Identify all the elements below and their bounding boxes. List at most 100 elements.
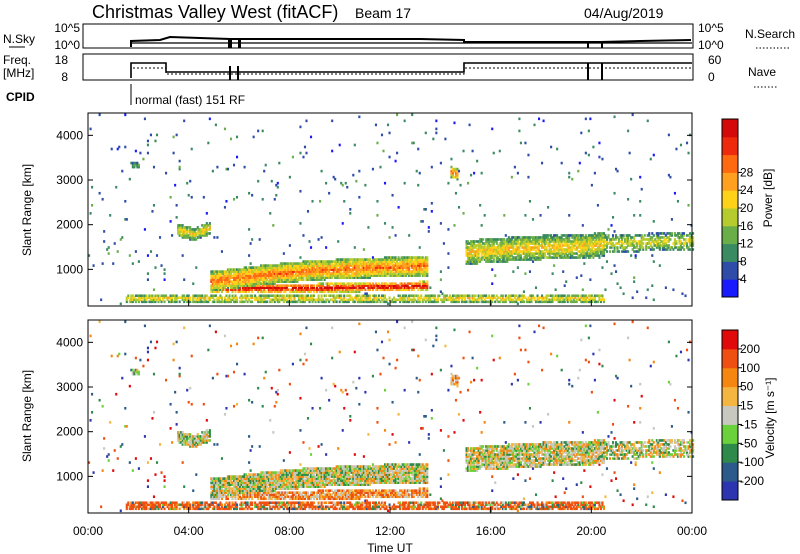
power-cell bbox=[480, 240, 483, 243]
power-cell bbox=[329, 268, 332, 271]
power-cell bbox=[679, 236, 683, 239]
velocity-cell bbox=[149, 457, 153, 460]
power-cell bbox=[302, 268, 305, 271]
velocity-cell bbox=[193, 437, 196, 440]
power-cell bbox=[486, 252, 489, 255]
power-cell bbox=[450, 173, 453, 177]
power-cell bbox=[383, 268, 387, 271]
power-cell bbox=[577, 294, 580, 298]
power-cell bbox=[468, 252, 471, 255]
power-cell bbox=[219, 272, 222, 275]
power-cell bbox=[593, 296, 596, 300]
power-cell bbox=[560, 250, 563, 253]
power-cell bbox=[251, 282, 254, 286]
power-cell bbox=[559, 252, 562, 255]
velocity-cell bbox=[116, 457, 119, 460]
power-cell bbox=[498, 260, 501, 263]
power-cell bbox=[282, 296, 285, 300]
power-cell bbox=[220, 282, 223, 286]
power-cell bbox=[498, 250, 501, 253]
power-cell bbox=[297, 296, 300, 300]
power-cell bbox=[293, 294, 296, 298]
power-cell bbox=[661, 242, 664, 245]
power-cell bbox=[276, 290, 279, 294]
power-cell bbox=[249, 300, 252, 304]
power-cell bbox=[424, 266, 427, 269]
power-cell bbox=[426, 286, 429, 290]
nsky-gap-1 bbox=[228, 40, 232, 48]
velocity-cell bbox=[207, 507, 210, 511]
power-cell bbox=[379, 270, 382, 273]
power-cell bbox=[553, 246, 556, 249]
power-cell bbox=[225, 167, 228, 171]
power-cell bbox=[225, 290, 228, 294]
power-cell bbox=[491, 260, 494, 263]
velocity-cell bbox=[195, 505, 198, 509]
power-cell bbox=[593, 234, 596, 237]
velocity-cell bbox=[128, 384, 131, 388]
power-cell bbox=[519, 242, 522, 245]
power-cell bbox=[210, 294, 213, 298]
velocity-cell bbox=[198, 501, 201, 505]
power-cell bbox=[625, 238, 628, 241]
nsky-tick-high: 10^5 bbox=[54, 21, 80, 35]
power-cell bbox=[344, 262, 347, 265]
power-cell bbox=[279, 264, 282, 267]
power-cell bbox=[559, 254, 562, 257]
power-cell bbox=[598, 246, 601, 249]
power-cell bbox=[355, 298, 358, 302]
power-cell bbox=[394, 270, 397, 273]
power-cell bbox=[263, 288, 266, 292]
power-cell bbox=[216, 282, 219, 286]
power-cell bbox=[530, 300, 533, 304]
power-cell bbox=[554, 242, 557, 245]
power-cell bbox=[232, 282, 236, 286]
power-cell bbox=[340, 268, 343, 271]
power-cell bbox=[504, 298, 507, 302]
power-cell bbox=[311, 199, 314, 203]
power-cell bbox=[356, 260, 359, 263]
power-cell bbox=[325, 282, 328, 286]
power-cell bbox=[380, 274, 384, 277]
power-cell bbox=[282, 268, 285, 271]
power-cell bbox=[524, 272, 527, 275]
power-cell bbox=[255, 272, 258, 275]
power-cell bbox=[565, 238, 568, 241]
power-cell bbox=[601, 248, 604, 251]
power-cell bbox=[421, 268, 424, 271]
power-cell bbox=[374, 266, 378, 269]
power-cell bbox=[596, 238, 599, 241]
power-cell bbox=[507, 250, 510, 253]
power-cell bbox=[548, 238, 551, 241]
power-cell bbox=[139, 296, 142, 300]
power-cell bbox=[353, 286, 356, 290]
power-cell bbox=[272, 272, 275, 275]
power-cell bbox=[267, 288, 270, 292]
power-cell bbox=[483, 252, 486, 255]
power-cell bbox=[121, 236, 124, 239]
power-cell bbox=[287, 284, 290, 288]
power-cell bbox=[412, 286, 415, 290]
power-cell bbox=[192, 298, 195, 302]
power-cell bbox=[575, 298, 578, 302]
power-cell bbox=[406, 284, 409, 288]
power-cell bbox=[229, 276, 233, 279]
power-cell bbox=[240, 280, 243, 283]
velocity-cell bbox=[175, 501, 178, 505]
power-cell bbox=[426, 258, 429, 261]
power-cell bbox=[377, 294, 381, 298]
power-cell bbox=[219, 282, 222, 286]
power-cell bbox=[557, 236, 560, 239]
power-cell bbox=[376, 260, 379, 263]
velocity-cell bbox=[201, 439, 204, 442]
power-cell bbox=[569, 254, 572, 257]
velocity-cell bbox=[152, 505, 156, 509]
power-cell bbox=[676, 236, 680, 239]
power-cell bbox=[335, 286, 338, 290]
power-cell bbox=[257, 284, 260, 288]
power-cell bbox=[525, 254, 529, 257]
power-cell bbox=[261, 290, 264, 294]
power-cell bbox=[302, 284, 305, 288]
power-cell bbox=[541, 252, 544, 255]
power-cell bbox=[297, 274, 300, 277]
